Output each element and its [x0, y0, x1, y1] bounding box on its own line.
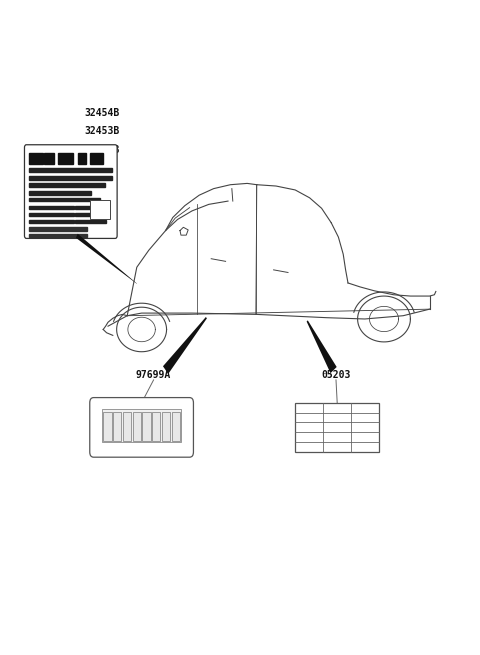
Bar: [29, 153, 43, 164]
Bar: [29, 198, 100, 201]
Bar: [29, 227, 87, 231]
Bar: [75, 220, 106, 223]
Bar: [29, 183, 105, 187]
Text: 32453B: 32453B: [84, 126, 119, 136]
Bar: [29, 213, 74, 216]
Text: 05203: 05203: [321, 370, 351, 380]
Bar: [172, 412, 180, 441]
FancyBboxPatch shape: [90, 398, 193, 457]
Bar: [132, 412, 141, 441]
Bar: [90, 200, 110, 219]
Bar: [162, 412, 170, 441]
FancyBboxPatch shape: [24, 145, 117, 238]
Bar: [29, 176, 112, 180]
Polygon shape: [76, 234, 137, 284]
Bar: [295, 403, 379, 452]
Bar: [103, 412, 111, 441]
Bar: [58, 153, 73, 164]
Bar: [123, 412, 131, 441]
Bar: [102, 409, 181, 442]
Bar: [75, 206, 106, 209]
Polygon shape: [307, 320, 336, 373]
Text: 32432B: 32432B: [84, 145, 119, 155]
Bar: [29, 234, 87, 237]
Bar: [90, 153, 103, 164]
Polygon shape: [163, 317, 207, 374]
Bar: [113, 412, 121, 441]
Bar: [78, 153, 86, 164]
Text: 97699A: 97699A: [136, 370, 171, 380]
Text: 32454B: 32454B: [84, 108, 119, 118]
Bar: [152, 412, 160, 441]
Bar: [75, 213, 106, 216]
Bar: [44, 153, 54, 164]
Bar: [29, 168, 112, 172]
Bar: [142, 412, 151, 441]
Bar: [29, 206, 74, 209]
Bar: [29, 220, 74, 223]
Bar: [29, 191, 91, 195]
